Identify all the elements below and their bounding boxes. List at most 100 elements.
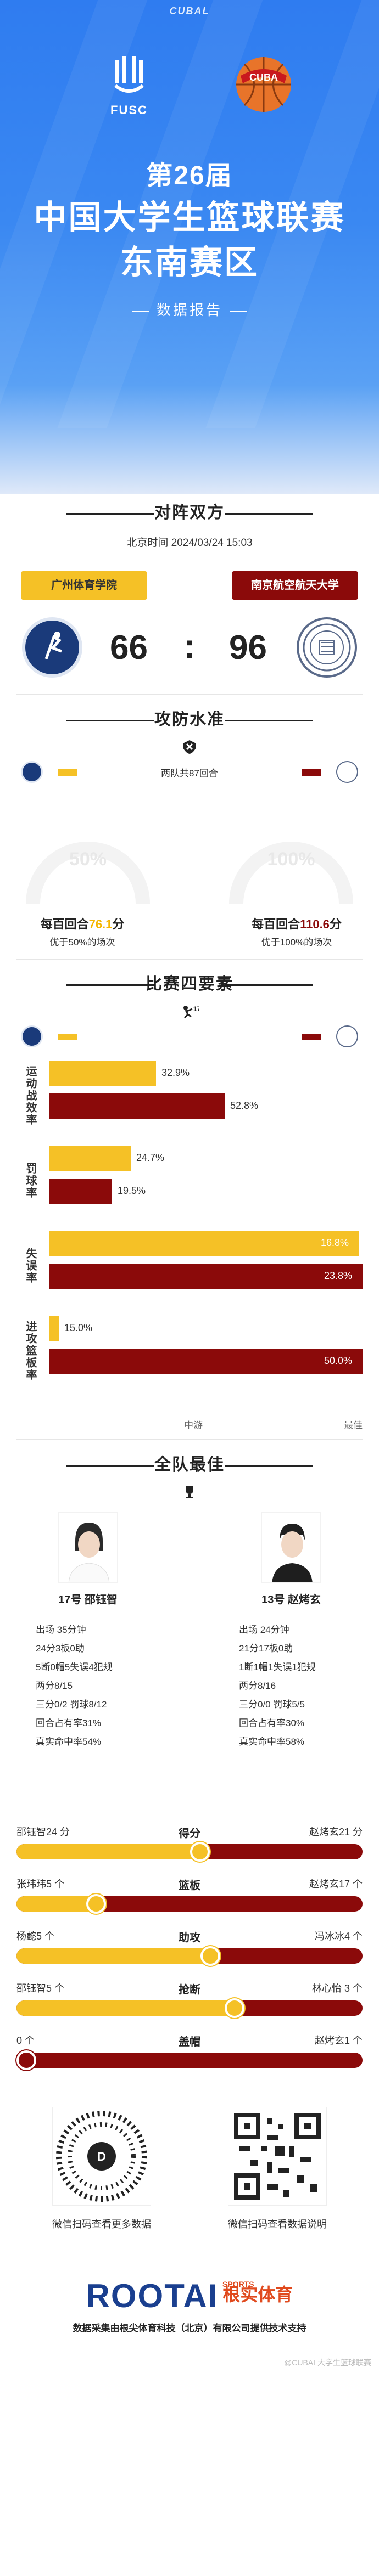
- team-a-mini-badge: [21, 1025, 43, 1047]
- team-a-color-chip: [58, 769, 77, 776]
- per-a-value: 76.1: [88, 917, 113, 931]
- leader-compare-row: 杨懿5 个 助攻 冯冰冰4 个: [16, 1923, 363, 1975]
- factor-bar-team-b: [49, 1093, 225, 1119]
- player-a-stat: 两分8/15: [36, 1681, 73, 1691]
- compare-right: 赵烤玄17 个: [309, 1879, 363, 1890]
- compare-label: 助攻: [179, 1932, 200, 1944]
- edition-title: 第26届: [146, 161, 233, 190]
- factors-title: 比赛四要素: [146, 975, 233, 993]
- team-b-per100: 每百回合110.6分 优于100%的场次: [214, 915, 379, 948]
- team-b-mini-badge: [336, 1025, 358, 1047]
- matchup-title: 对阵双方: [154, 504, 225, 522]
- tech-support-text: 数据采集由根尖体育科技（北京）有限公司提供技术支持: [73, 2323, 306, 2333]
- factor-label: 进攻篮板率: [24, 1321, 36, 1381]
- compare-fill: [16, 2000, 235, 2016]
- leader-comparisons: 邵钰智24 分 得分 赵烤玄21 分张玮玮5 个 篮板 赵烤玄17 个杨懿5 个 助攻 冯冰…: [0, 1819, 379, 2079]
- compare-knob: [200, 1946, 220, 1966]
- per-a-prefix: 每百回合: [40, 917, 89, 931]
- per-b-note: 优于100%的场次: [261, 937, 332, 948]
- score-colon: :: [184, 628, 196, 666]
- compare-knob: [16, 2050, 36, 2070]
- qr-code-data-notes[interactable]: [228, 2107, 327, 2206]
- factor-axis: 中游 最佳: [49, 1412, 363, 1430]
- offense-title: 攻防水准: [154, 711, 225, 729]
- cubal-brand: CUBAL: [169, 5, 210, 16]
- team-b-gauge: 100%: [220, 794, 363, 915]
- player-b-stat: 21分17板0助: [239, 1643, 293, 1654]
- player-a-stat: 出场 35分钟: [36, 1625, 86, 1635]
- player-b-stat: 真实命中率58%: [239, 1737, 305, 1747]
- team-b-color-chip: [302, 769, 321, 776]
- player-b-stat: 1断1帽1失误1犯规: [239, 1662, 316, 1672]
- qr-row: D 微信扫码查看更多数据 微信扫码查看数据说明: [0, 2096, 379, 2277]
- team-a-gauge: 50%: [16, 794, 159, 915]
- report-subtitle: 数据报告: [0, 299, 379, 319]
- header-banner: CUBAL FUSC CUBA 第26届: [0, 0, 379, 494]
- team-a-color-chip: [58, 1034, 77, 1040]
- compare-left: 0 个: [16, 2035, 35, 2046]
- best-players: 17号 邵钰智 出场 35分钟 24分3板0助 5断0帽5失误4犯规 两分8/1…: [0, 1512, 379, 1819]
- per-b-value: 110.6: [300, 917, 330, 931]
- trophy-icon: [0, 1484, 379, 1501]
- compare-knob: [225, 1998, 244, 2018]
- player-a-stats: 出场 35分钟 24分3板0助 5断0帽5失误4犯规 两分8/15 三分0/2 …: [16, 1621, 159, 1751]
- player-b-stat: 回合占有率30%: [239, 1718, 305, 1728]
- player-a-photo: [58, 1512, 118, 1583]
- factor-value-team-b: 50.0%: [324, 1355, 353, 1366]
- four-factors-chart: 运动战效率 32.9% 52.8% 罚球率 24.7% 19.5% 失误率 16.8% 23.8…: [16, 1061, 363, 1430]
- player-a-stat: 回合占有率31%: [36, 1718, 102, 1728]
- rootai-wordmark: ROOTAI: [86, 2278, 219, 2314]
- section-divider: [16, 959, 363, 960]
- compare-label: 抢断: [179, 1984, 200, 1996]
- qr-code-more-data[interactable]: D: [52, 2107, 151, 2206]
- team-b-color-chip: [302, 1034, 321, 1040]
- rootai-sports-label: SPORTS: [222, 2280, 254, 2288]
- axis-tick-best: 最佳: [344, 1420, 363, 1430]
- factor-value-team-b: 52.8%: [230, 1100, 259, 1111]
- compare-left: 张玮玮5 个: [16, 1879, 65, 1890]
- per-b-prefix: 每百回合: [252, 917, 300, 931]
- compare-track: [16, 1844, 363, 1859]
- league-title: 中国大学生篮球联赛: [34, 199, 345, 236]
- team-b-badge: [297, 617, 357, 678]
- factor-value-team-a: 15.0%: [64, 1322, 93, 1333]
- leader-compare-row: 邵钰智24 分 得分 赵烤玄21 分: [16, 1819, 363, 1871]
- factors-section-title: 比赛四要素: [0, 965, 379, 1004]
- factor-bar-team-a: [49, 1231, 359, 1256]
- offense-gauges: 50% 100%: [0, 794, 379, 915]
- svg-text:17: 17: [193, 1005, 199, 1013]
- team-b-score: 96: [229, 629, 267, 667]
- qr-a-caption: 微信扫码查看更多数据: [52, 2219, 151, 2230]
- svg-text:D: D: [97, 2150, 106, 2163]
- team-a-tag: 广州体育学院: [21, 571, 147, 600]
- player-a-stat: 真实命中率54%: [36, 1737, 102, 1747]
- per-a-note: 优于50%的场次: [49, 937, 115, 948]
- player-b-stat: 两分8/16: [239, 1681, 276, 1691]
- team-a-badge: [22, 617, 82, 678]
- svg-text:CUBA: CUBA: [249, 72, 278, 83]
- factor-bar-team-b: [49, 1179, 112, 1204]
- qr-b-caption: 微信扫码查看数据说明: [228, 2219, 327, 2230]
- fusc-label: FUSC: [110, 103, 148, 117]
- weibo-watermark: @CUBAL大学生篮球联赛: [284, 2358, 371, 2367]
- region-title: 东南赛区: [120, 244, 259, 281]
- factor-label: 罚球率: [24, 1163, 36, 1199]
- factor-value-team-a: 32.9%: [161, 1067, 190, 1078]
- cuba-logo: CUBA: [231, 50, 297, 116]
- rootai-cn-name: 根实体育: [222, 2285, 293, 2304]
- section-divider: [16, 1439, 363, 1440]
- compare-track: [16, 2000, 363, 2016]
- offense-teams-row: 两队共87回合: [0, 756, 379, 788]
- report-subtitle-text: 数据报告: [156, 302, 222, 318]
- section-divider: [16, 694, 363, 695]
- compare-left: 杨懿5 个: [16, 1931, 55, 1942]
- factor-bar-team-a: [49, 1316, 59, 1341]
- player-a-stat: 24分3板0助: [36, 1643, 85, 1654]
- leader-compare-row: 0 个 盖帽 赵烤玄1 个: [16, 2027, 363, 2079]
- player-b-photo: [261, 1512, 321, 1583]
- per-a-suffix: 分: [112, 917, 125, 931]
- matchup-section-title: 对阵双方: [0, 494, 379, 532]
- player-b-stat: 出场 24分钟: [239, 1625, 289, 1635]
- best-section-title: 全队最佳: [0, 1446, 379, 1484]
- player-a-stat: 三分0/2 罚球8/12: [36, 1699, 107, 1710]
